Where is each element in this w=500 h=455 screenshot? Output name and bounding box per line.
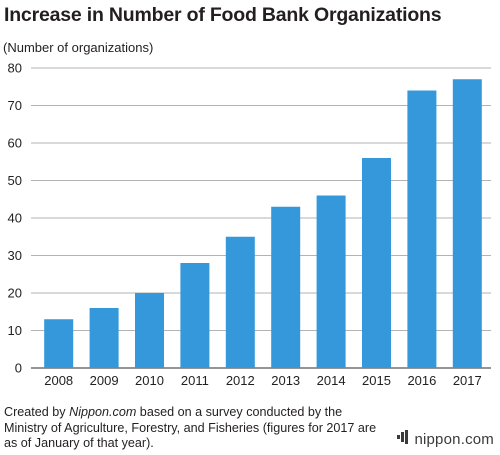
bar-2017 — [452, 79, 482, 368]
x-tick-label: 2011 — [181, 373, 209, 388]
chart-title: Increase in Number of Food Bank Organiza… — [4, 4, 442, 26]
logo-dot: . — [460, 430, 466, 448]
y-tick-labels: 0 10 20 30 40 50 60 70 80 — [8, 61, 22, 376]
bar-2012 — [225, 236, 255, 368]
y-tick-label: 30 — [8, 248, 22, 263]
y-tick-label: 0 — [15, 361, 22, 376]
y-tick-label: 50 — [8, 173, 22, 188]
logo-name: nippon — [414, 430, 461, 448]
x-tick-label: 2012 — [226, 373, 255, 388]
y-tick-label: 70 — [8, 98, 22, 113]
x-tick-label: 2010 — [135, 373, 164, 388]
source-note: Created by Nippon.com based on a survey … — [4, 405, 384, 452]
y-tick-label: 20 — [8, 286, 22, 301]
bar-2015 — [362, 158, 391, 368]
bar-2009 — [89, 308, 119, 368]
bar-2013 — [271, 206, 301, 368]
x-tick-label: 2016 — [407, 373, 436, 388]
x-tick-label: 2013 — [271, 373, 300, 388]
source-suffix: based on a survey conducted by the Minis… — [4, 405, 377, 450]
bar-2014 — [316, 195, 346, 368]
x-tick-labels: 2008 2009 2010 2011 2012 2013 2014 2015 2016 2017 — [44, 373, 482, 388]
source-site: Nippon.com — [69, 405, 137, 419]
x-tick-label: 2015 — [362, 373, 391, 388]
y-axis-label: (Number of organizations) — [3, 40, 154, 55]
x-tick-label: 2017 — [453, 373, 482, 388]
bar-2011 — [180, 263, 210, 368]
logo-text: nippon.com — [414, 431, 494, 448]
y-tick-label: 80 — [8, 61, 22, 76]
y-tick-label: 60 — [8, 136, 22, 151]
logo-tld: com — [465, 430, 494, 448]
bar-2010 — [135, 293, 164, 368]
y-tick-label: 40 — [8, 211, 22, 226]
nippon-logo: nippon.com — [397, 430, 494, 448]
x-tick-label: 2014 — [317, 373, 346, 388]
logo-mark-icon — [397, 430, 411, 448]
bar-2008 — [44, 319, 74, 368]
source-prefix: Created by — [4, 405, 70, 419]
bars — [44, 79, 482, 368]
bar-2016 — [407, 90, 437, 368]
x-tick-label: 2009 — [90, 373, 119, 388]
x-tick-label: 2008 — [44, 373, 73, 388]
y-tick-label: 10 — [8, 323, 22, 338]
